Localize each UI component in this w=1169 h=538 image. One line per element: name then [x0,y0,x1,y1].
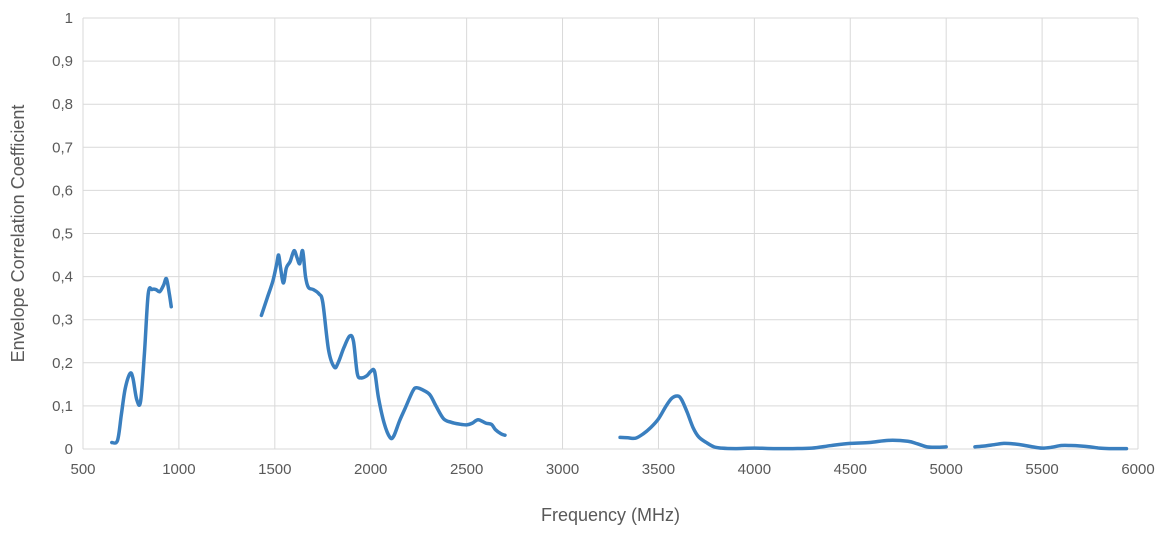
y-tick-label: 0 [65,441,73,458]
y-tick-label: 0,1 [52,398,73,415]
x-tick-label: 2000 [354,461,387,478]
y-tick-label: 0,5 [52,226,73,243]
y-axis-tick-labels: 0 0,1 0,2 0,3 0,4 0,5 0,6 0,7 0,8 0,9 1 [52,10,73,458]
y-tick-label: 0,6 [52,182,73,199]
y-tick-label: 1 [65,10,73,27]
horizontal-gridlines [83,17,1138,450]
x-axis-tick-labels: 500 1000 1500 2000 2500 3000 3500 4000 4500 5000 5… [70,461,1154,478]
y-axis-title: Envelope Correlation Coefficient [8,105,28,363]
y-tick-label: 0,2 [52,355,73,372]
series-line-segment [110,276,173,445]
y-tick-label: 0,8 [52,96,73,113]
series-group [110,248,1129,451]
x-tick-label: 3500 [642,461,675,478]
series-line-segment [618,394,948,451]
y-tick-label: 0,3 [52,312,73,329]
x-tick-label: 5500 [1025,461,1058,478]
x-tick-label: 500 [70,461,95,478]
x-tick-label: 2500 [450,461,483,478]
x-axis-title: Frequency (MHz) [541,505,680,525]
y-tick-label: 0,4 [52,269,73,286]
series-line-segment [973,441,1129,451]
x-tick-label: 3000 [546,461,579,478]
x-tick-label: 1500 [258,461,291,478]
x-tick-label: 4500 [834,461,867,478]
x-tick-label: 6000 [1121,461,1154,478]
x-tick-label: 1000 [162,461,195,478]
y-tick-label: 0,9 [52,53,73,70]
y-tick-label: 0,7 [52,139,73,156]
series-line-segment [259,248,507,441]
x-tick-label: 5000 [929,461,962,478]
x-tick-label: 4000 [738,461,771,478]
